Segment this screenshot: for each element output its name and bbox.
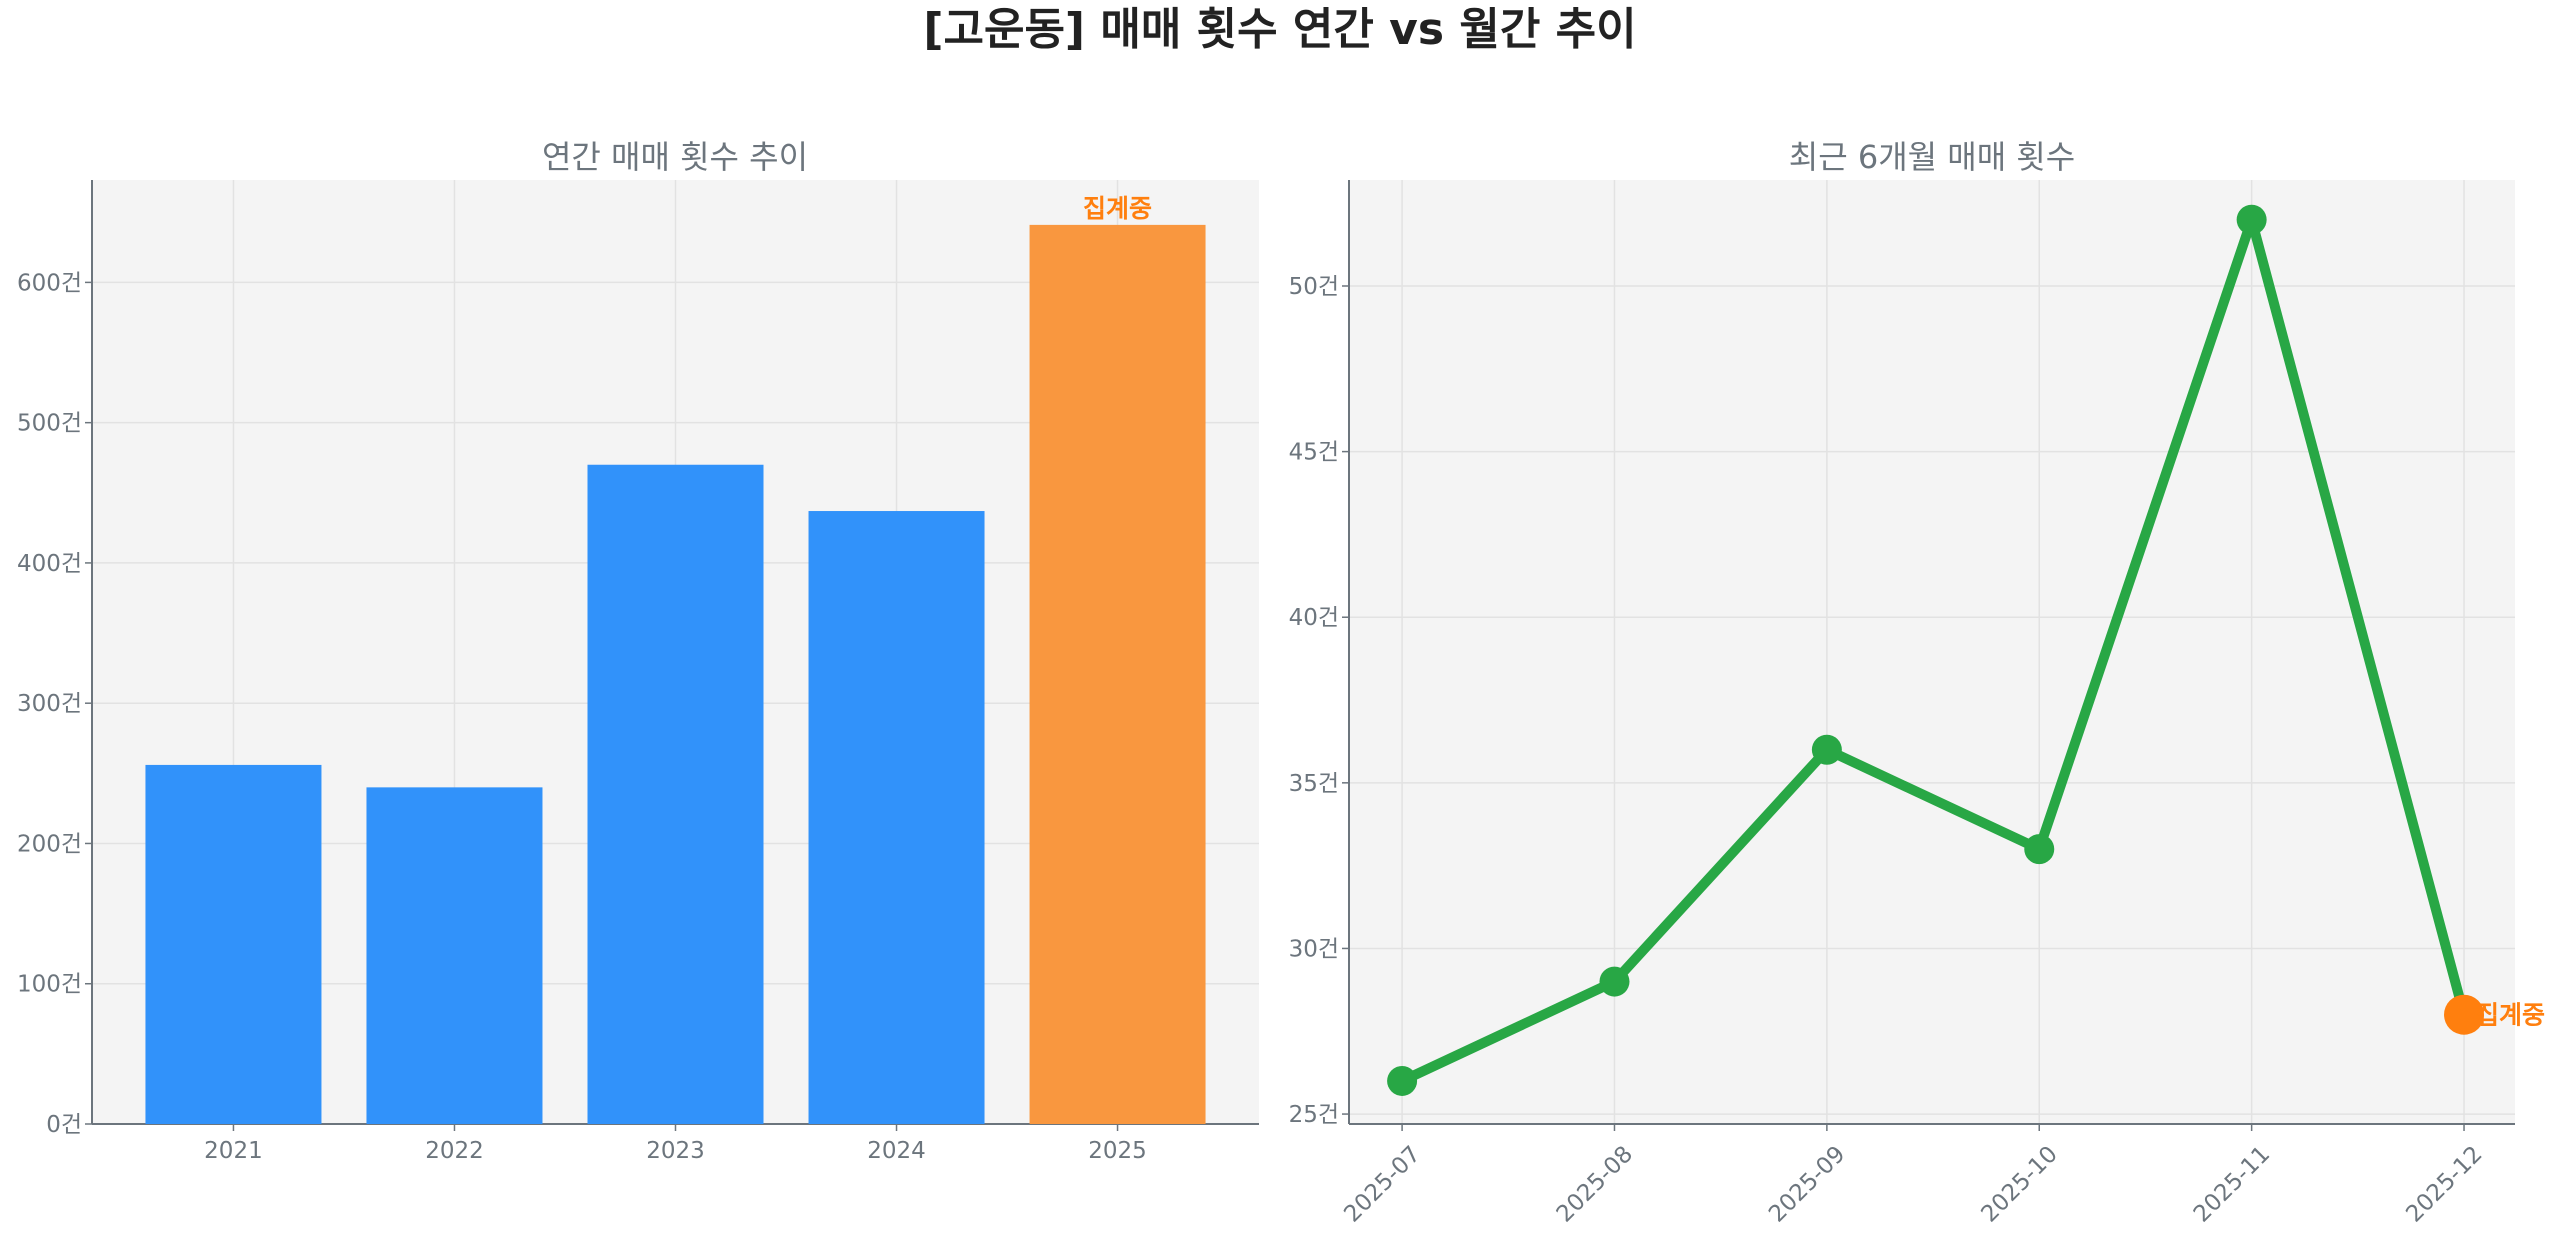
series-line [1399, 214, 2469, 1086]
y-tick-label: 400건 [17, 551, 82, 577]
data-point-2025-09 [1811, 734, 1842, 765]
x-tick-label: 2023 [646, 1138, 705, 1164]
data-point-2025-07 [1387, 1065, 1418, 1096]
y-tick-label: 30건 [1289, 936, 1339, 962]
bar-2025 [1029, 224, 1206, 1124]
bar-2021 [145, 764, 322, 1124]
y-tick-label: 50건 [1289, 274, 1339, 300]
y-tick-label: 300건 [17, 691, 82, 717]
annual-bar-chart: 연간 매매 횟수 추이 0건 100건 200건 300건 400건 500건 600건 20… [17, 138, 1259, 1164]
plot-area [1349, 180, 2515, 1124]
x-tick-label: 2025-10 [1977, 1141, 2063, 1227]
data-point-2025-12 [2444, 994, 2485, 1035]
x-tick-label: 2025-12 [2401, 1141, 2487, 1227]
monthly-chart-title: 최근 6개월 매매 횟수 [1789, 138, 2075, 176]
y-tick-label: 0건 [46, 1112, 82, 1138]
y-tick-label: 500건 [17, 411, 82, 437]
bar-2022 [366, 787, 543, 1124]
x-tick-label: 2025-11 [2189, 1141, 2275, 1227]
x-tick-label: 2025-09 [1764, 1141, 1850, 1227]
y-tick-label: 40건 [1289, 605, 1339, 631]
x-tick-label: 2024 [867, 1138, 926, 1164]
monthly-line-chart: 최근 6개월 매매 횟수 25건 30건 35건 40건 45건 50건 2025-07 20… [1289, 138, 2545, 1228]
x-tick-label: 2025-07 [1339, 1141, 1425, 1227]
data-point-2025-10 [2024, 834, 2055, 865]
y-tick-label: 45건 [1289, 440, 1339, 466]
y-tick-label: 35건 [1289, 771, 1339, 797]
x-tick-label: 2025-08 [1552, 1141, 1638, 1227]
x-tick-label: 2025 [1088, 1138, 1147, 1164]
partial-annotation: 집계중 [1083, 194, 1152, 223]
figure-title: [고운동] 매매 횟수 연간 vs 월간 추이 [923, 4, 1636, 55]
data-point-2025-11 [2236, 204, 2267, 235]
y-tick-label: 200건 [17, 831, 82, 857]
x-tick-label: 2022 [425, 1138, 484, 1164]
data-point-2025-08 [1599, 966, 1630, 997]
y-tick-label: 25건 [1289, 1102, 1339, 1128]
y-tick-label: 100건 [17, 972, 82, 998]
bar-2024 [808, 511, 985, 1124]
partial-annotation: 집계중 [2476, 1001, 2545, 1030]
bar-2023 [587, 464, 764, 1125]
annual-chart-title: 연간 매매 횟수 추이 [542, 138, 808, 176]
y-tick-label: 600건 [17, 270, 82, 296]
x-tick-label: 2021 [204, 1138, 263, 1164]
